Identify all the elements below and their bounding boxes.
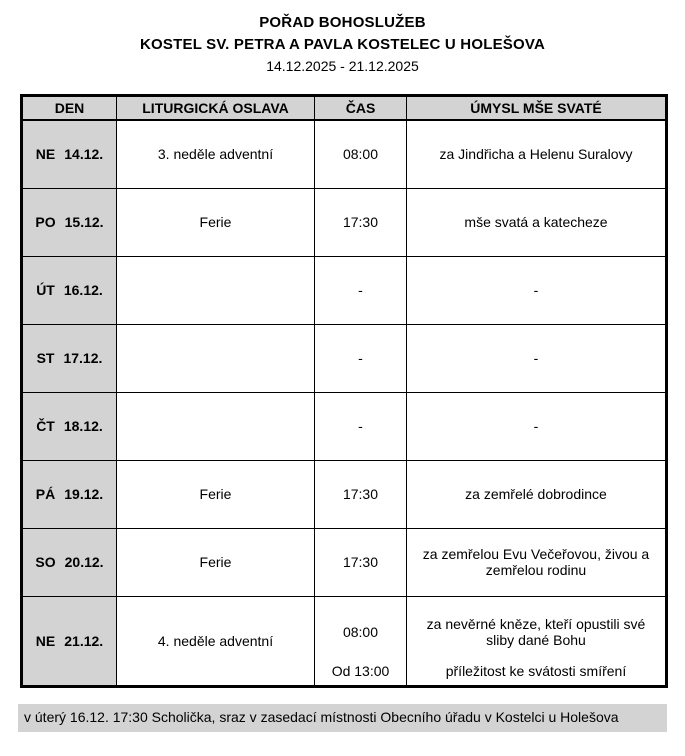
celebration-cell: Ferie xyxy=(116,527,315,597)
day-cell: PÁ 19.12. xyxy=(21,459,117,529)
column-header-umysl: ÚMYSL MŠE SVATÉ xyxy=(406,94,667,121)
time-cell: 17:30 xyxy=(314,459,407,529)
intention-cell: mše svatá a katecheze xyxy=(406,187,667,257)
day-cell: ST 17.12. xyxy=(21,323,117,393)
day-abbr: PO xyxy=(35,214,56,231)
church-name: KOSTEL SV. PETRA A PAVLA KOSTELEC U HOLE… xyxy=(140,35,545,53)
day-cell: NE 14.12. xyxy=(21,119,117,189)
time-cell: 17:30 xyxy=(314,527,407,597)
celebration-cell: 4. neděle adventní xyxy=(116,595,315,687)
intention-cell: - xyxy=(406,255,667,325)
table-row: ČT 18.12. - - xyxy=(21,391,667,461)
day-abbr: PÁ xyxy=(35,486,56,503)
date-range: 14.12.2025 - 21.12.2025 xyxy=(266,57,419,74)
day-date: 20.12. xyxy=(64,554,104,571)
table-row: SO 20.12. Ferie 17:30 za zemřelou Evu Več… xyxy=(21,527,667,597)
time-cell: 08:00 xyxy=(314,119,407,189)
time-cell: - xyxy=(314,323,407,393)
day-date: 19.12. xyxy=(64,486,104,503)
time-entry: Od 13:00 xyxy=(331,662,390,679)
day-abbr: NE xyxy=(35,146,56,163)
day-date: 16.12. xyxy=(63,282,103,299)
day-date: 18.12. xyxy=(63,418,103,435)
day-cell: PO 15.12. xyxy=(21,187,117,257)
day-cell: ÚT 16.12. xyxy=(21,255,117,325)
intention-cell: za zemřelou Evu Večeřovou, živou a zemře… xyxy=(406,527,667,597)
day-abbr: ÚT xyxy=(36,282,55,299)
celebration-cell xyxy=(116,391,315,461)
day-abbr: NE xyxy=(35,632,56,649)
table-row: PÁ 19.12. Ferie 17:30 za zemřelé dobrodin… xyxy=(21,459,667,529)
table-row: PO 15.12. Ferie 17:30 mše svatá a kateche… xyxy=(21,187,667,257)
celebration-cell: Ferie xyxy=(116,459,315,529)
column-header-liturgicka-oslava: LITURGICKÁ OSLAVA xyxy=(116,94,315,121)
day-date: 17.12. xyxy=(63,350,103,367)
table-header-row: DEN LITURGICKÁ OSLAVA ČAS ÚMYSL MŠE SVAT… xyxy=(21,94,667,121)
day-abbr: SO xyxy=(35,554,56,571)
intention-entry: za nevěrné kněze, kteří opustili své sli… xyxy=(426,615,646,648)
intention-stack: za nevěrné kněze, kteří opustili své sli… xyxy=(411,599,661,683)
day-date: 15.12. xyxy=(64,214,104,231)
column-header-den: DEN xyxy=(21,94,117,121)
time-cell: 17:30 xyxy=(314,187,407,257)
celebration-cell: 3. neděle adventní xyxy=(116,119,315,189)
column-header-cas: ČAS xyxy=(314,94,407,121)
day-date: 14.12. xyxy=(64,146,104,163)
title-block: POŘAD BOHOSLUŽEB KOSTEL SV. PETRA A PAVL… xyxy=(0,12,685,76)
table-row: ST 17.12. - - xyxy=(21,323,667,393)
time-cell: - xyxy=(314,391,407,461)
intention-cell: za zemřelé dobrodince xyxy=(406,459,667,529)
intention-cell: - xyxy=(406,323,667,393)
table-row: ÚT 16.12. - - xyxy=(21,255,667,325)
time-cell: 08:00 Od 13:00 xyxy=(314,595,407,687)
day-abbr: ČT xyxy=(36,418,55,435)
day-cell: NE 21.12. xyxy=(21,595,117,687)
day-cell: SO 20.12. xyxy=(21,527,117,597)
celebration-cell: Ferie xyxy=(116,187,315,257)
day-abbr: ST xyxy=(36,350,55,367)
page-title: POŘAD BOHOSLUŽEB xyxy=(259,14,426,31)
time-cell: - xyxy=(314,255,407,325)
intention-entry: příležitost ke svátosti smíření xyxy=(445,662,627,679)
footer-note: v úterý 16.12. 17:30 Scholička, sraz v z… xyxy=(18,703,667,733)
day-date: 21.12. xyxy=(64,632,104,649)
day-cell: ČT 18.12. xyxy=(21,391,117,461)
celebration-cell xyxy=(116,255,315,325)
intention-cell: za nevěrné kněze, kteří opustili své sli… xyxy=(406,595,667,687)
celebration-cell xyxy=(116,323,315,393)
intention-cell: za Jindřicha a Helenu Suralovy xyxy=(406,119,667,189)
table-row: NE 21.12. 4. neděle adventní 08:00 Od 13:… xyxy=(21,595,667,687)
intention-cell: - xyxy=(406,391,667,461)
table-row: NE 14.12. 3. neděle adventní 08:00 za Jin… xyxy=(21,119,667,189)
time-stack: 08:00 Od 13:00 xyxy=(319,599,402,683)
time-entry: 08:00 xyxy=(342,623,379,640)
service-schedule-table: DEN LITURGICKÁ OSLAVA ČAS ÚMYSL MŠE SVAT… xyxy=(20,93,668,688)
